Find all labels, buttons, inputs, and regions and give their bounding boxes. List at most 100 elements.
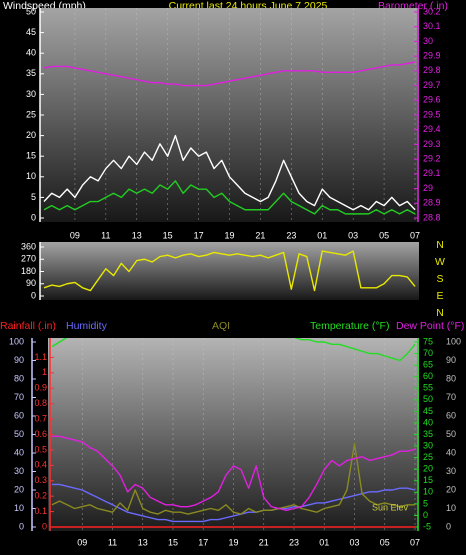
y-tick-label: 28.8 <box>423 212 441 222</box>
x-tick-label: 23 <box>289 537 299 547</box>
series-line <box>52 435 416 512</box>
x-tick-label: 17 <box>194 230 204 240</box>
y-tick-label: 70 <box>423 348 433 358</box>
y-tick-label: 0.5 <box>34 444 47 454</box>
compass-label: N <box>436 239 444 251</box>
legend-entry: Dew Point (°F) <box>396 320 464 332</box>
x-tick-label: 13 <box>132 230 142 240</box>
series-line <box>43 134 416 211</box>
y-tick-label: 0 <box>423 510 428 520</box>
y-tick-label: 0.1 <box>34 506 47 516</box>
y-tick-label: 28.9 <box>423 198 441 208</box>
compass-label: E <box>436 290 443 302</box>
x-tick-label: 11 <box>108 537 117 547</box>
y-tick-label: 40 <box>446 447 456 457</box>
compass-label: S <box>436 273 443 285</box>
x-tick-label: 09 <box>77 537 87 547</box>
y-tick-label: 15 <box>26 151 36 161</box>
y-tick-label: 60 <box>423 371 433 381</box>
y-tick-label: 0.9 <box>34 383 47 393</box>
y-tick-label: 50 <box>423 394 433 404</box>
y-tick-label: 25 <box>423 452 433 462</box>
wind-axis-label: Windspeed (mph) <box>3 0 86 12</box>
x-tick-label: 21 <box>255 230 265 240</box>
series-line <box>43 180 416 215</box>
y-tick-label: 29.3 <box>423 139 441 149</box>
y-tick-label: 45 <box>26 27 36 37</box>
y-tick-label: 29.5 <box>423 109 441 119</box>
y-tick-label: 0 <box>19 521 24 531</box>
x-tick-label: 23 <box>286 230 296 240</box>
y-tick-label: 270 <box>21 254 36 264</box>
legend-entry: Rainfall (.in) <box>0 320 56 332</box>
y-tick-label: 360 <box>21 241 36 251</box>
chart-title: Current last 24 hours June 7 2025 <box>169 0 328 12</box>
y-tick-label: 0.6 <box>34 429 47 439</box>
y-tick-label: 180 <box>21 266 36 276</box>
y-tick-label: 20 <box>423 464 433 474</box>
y-tick-label: 29.8 <box>423 65 441 75</box>
legend-entry: AQI <box>212 320 230 332</box>
legend-entry: Humidity <box>66 320 108 332</box>
x-tick-label: 19 <box>224 230 234 240</box>
x-tick-label: 15 <box>168 537 178 547</box>
y-tick-label: 40 <box>26 48 36 58</box>
y-tick-label: 29.6 <box>423 95 441 105</box>
y-tick-label: 0.7 <box>34 413 47 423</box>
series-line <box>52 483 416 523</box>
y-tick-label: 40 <box>423 417 433 427</box>
y-tick-label: 10 <box>423 487 433 497</box>
y-tick-label: 0.4 <box>34 460 47 470</box>
y-tick-label: 29.2 <box>423 154 441 164</box>
y-tick-label: 60 <box>446 410 456 420</box>
y-tick-label: 90 <box>14 355 24 365</box>
series-line <box>51 338 416 362</box>
y-tick-label: 40 <box>14 447 24 457</box>
compass-label: N <box>436 307 444 319</box>
series-line <box>43 61 416 87</box>
y-tick-label: 75 <box>423 336 433 346</box>
y-tick-label: 29.4 <box>423 124 441 134</box>
x-tick-label: 01 <box>317 230 327 240</box>
y-tick-label: 10 <box>446 503 456 513</box>
y-tick-label: 20 <box>14 484 24 494</box>
y-tick-label: 1.1 <box>34 352 47 362</box>
y-tick-label: 0.2 <box>34 491 47 501</box>
y-tick-label: 10 <box>14 503 24 513</box>
y-tick-label: 30.2 <box>423 6 441 16</box>
y-tick-label: 50 <box>26 6 36 16</box>
x-tick-label: 15 <box>163 230 173 240</box>
series-line <box>51 443 415 515</box>
y-tick-label: 15 <box>423 475 433 485</box>
y-tick-label: 29.9 <box>423 51 441 61</box>
y-tick-label: 80 <box>14 373 24 383</box>
y-tick-label: 50 <box>14 429 24 439</box>
y-tick-label: 90 <box>26 278 36 288</box>
y-tick-label: 0.3 <box>34 475 47 485</box>
x-tick-label: 09 <box>70 230 80 240</box>
y-tick-label: 60 <box>14 410 24 420</box>
y-tick-label: 30 <box>446 466 456 476</box>
x-tick-label: 03 <box>348 230 358 240</box>
series-line <box>43 250 416 292</box>
x-tick-label: 07 <box>410 537 420 547</box>
y-tick-label: 50 <box>446 429 456 439</box>
y-tick-label: 35 <box>423 429 433 439</box>
y-tick-label: 20 <box>446 484 456 494</box>
y-tick-label: 30 <box>423 440 433 450</box>
x-tick-label: 07 <box>410 230 420 240</box>
y-tick-label: 1 <box>42 367 47 377</box>
x-tick-label: 05 <box>380 537 390 547</box>
barometer-axis-label: Barometer (.in) <box>378 0 448 12</box>
y-tick-label: 25 <box>26 109 36 119</box>
y-tick-label: 30 <box>14 466 24 476</box>
y-tick-label: 0 <box>31 290 36 300</box>
x-tick-label: 13 <box>138 537 148 547</box>
legend-entry: Temperature (°F) <box>310 320 389 332</box>
y-tick-label: 65 <box>423 360 433 370</box>
y-tick-label: 20 <box>26 130 36 140</box>
y-tick-label: 100 <box>446 336 461 346</box>
x-tick-label: 17 <box>198 537 208 547</box>
y-tick-label: 90 <box>446 355 456 365</box>
